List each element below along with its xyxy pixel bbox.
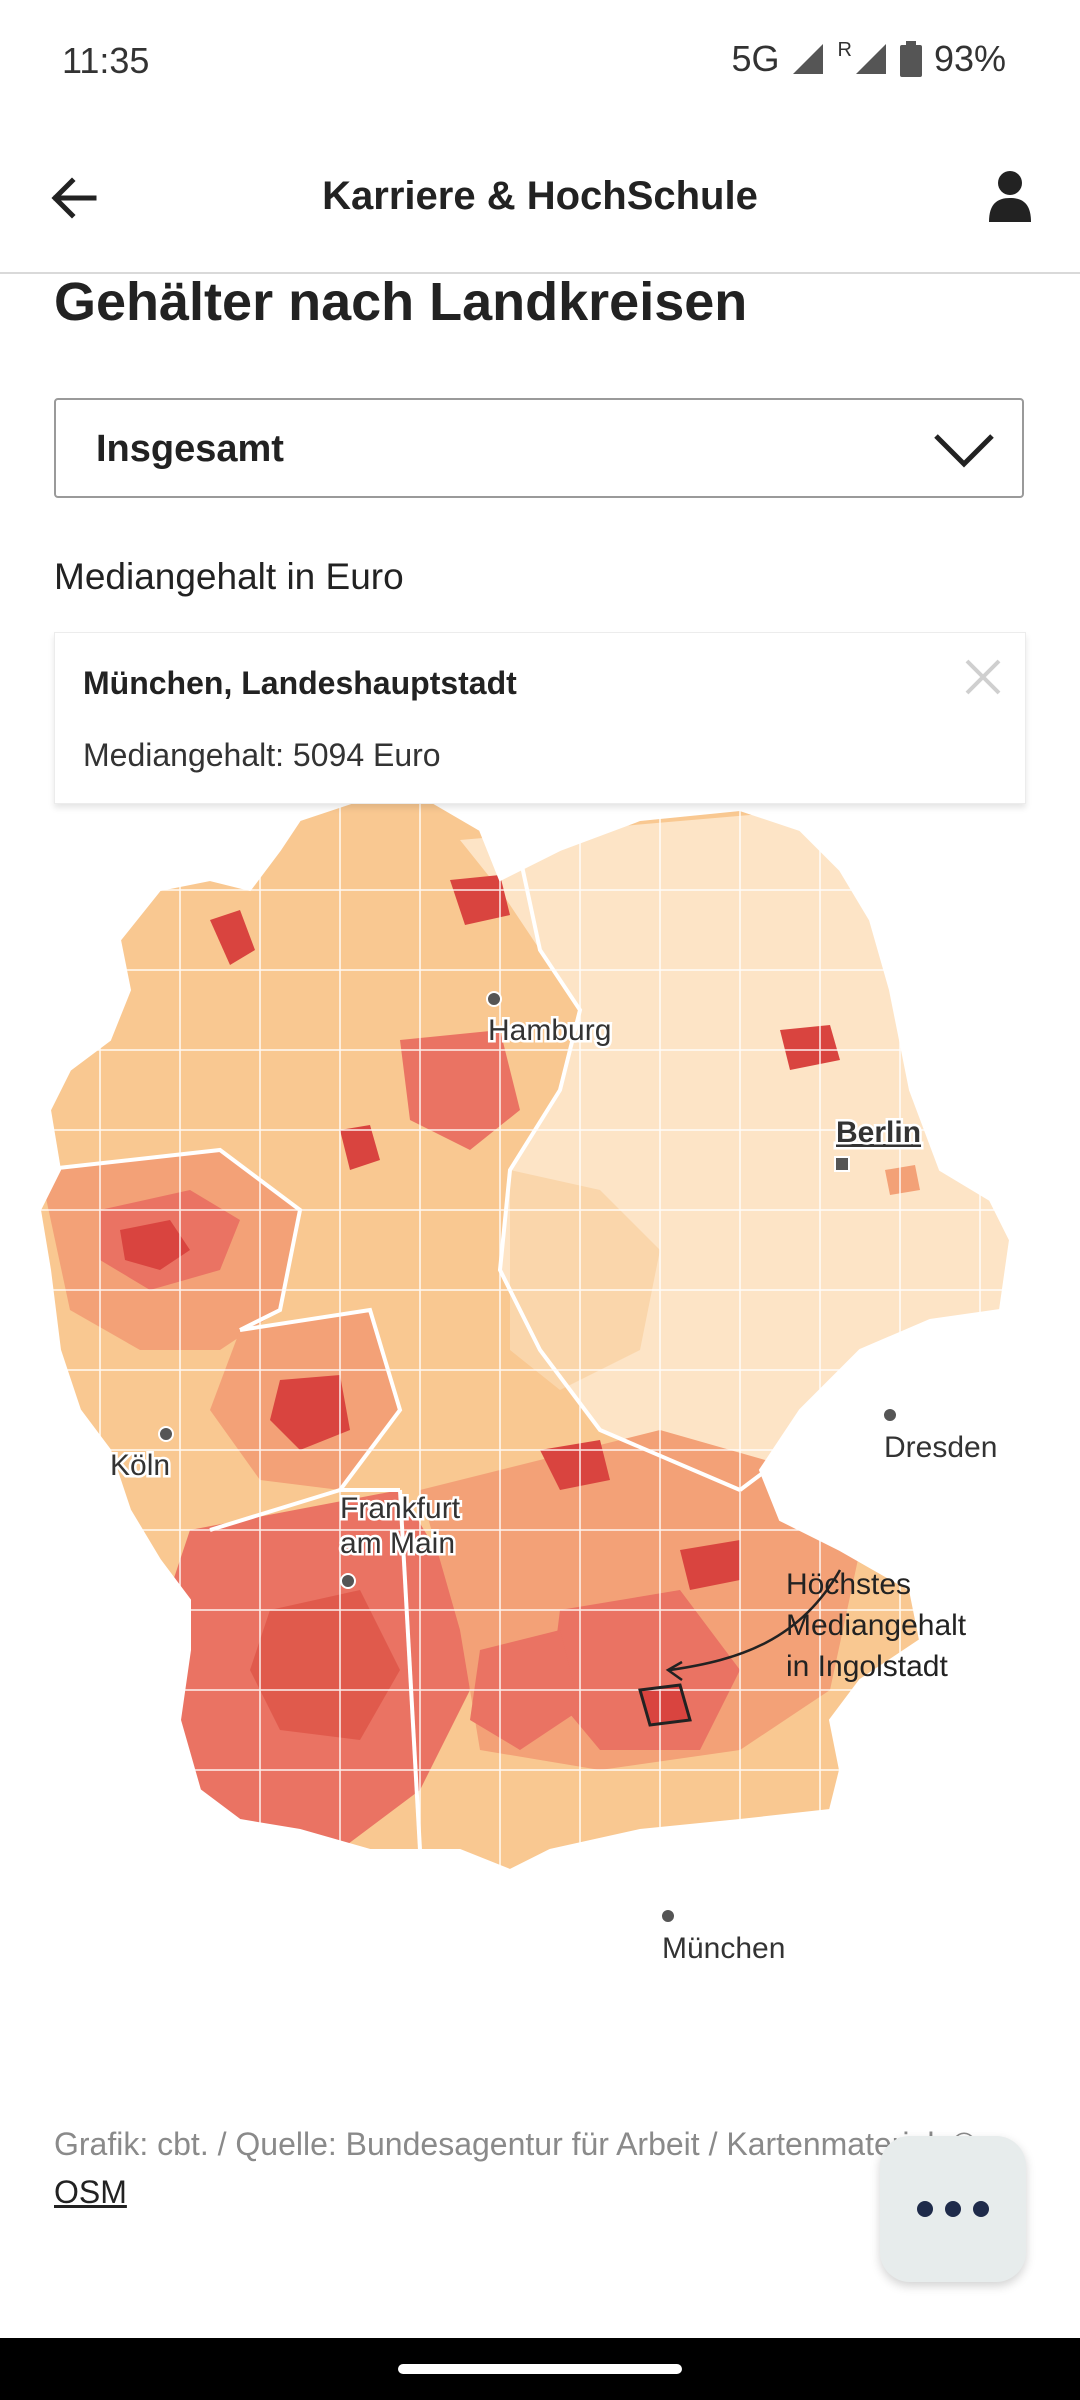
battery-level: 93% (933, 38, 1006, 79)
muenchen-marker (660, 1908, 676, 1924)
muenchen-label: München (662, 1932, 785, 1965)
category-select[interactable]: Insgesamt (54, 398, 1024, 498)
status-time: 11:35 (62, 40, 150, 81)
signal-roaming-icon (855, 44, 886, 74)
status-bar: 11:35 5G R 93% (0, 0, 1080, 128)
annotation-arrowhead (665, 1660, 683, 1682)
chevron-down-icon (934, 434, 994, 468)
more-dots-icon (917, 2201, 989, 2217)
frankfurt-label-line2: am Main (340, 1527, 455, 1560)
hamburg-marker (486, 991, 502, 1007)
annotation-line3: in Ingolstadt (786, 1650, 948, 1683)
network-type: 5G (731, 38, 780, 79)
hamburg-label: Hamburg (488, 1014, 611, 1047)
frankfurt-marker (340, 1573, 356, 1589)
map-tooltip: München, Landeshauptstadt Mediangehalt: … (54, 632, 1026, 804)
koeln-marker (158, 1426, 174, 1442)
signal-icon (793, 44, 824, 74)
dresden-label: Dresden (884, 1431, 997, 1464)
frankfurt-label-line1: Frankfurt (340, 1492, 461, 1525)
select-value: Insgesamt (96, 428, 284, 470)
app-bar: Karriere & HochSchule (0, 128, 1080, 274)
close-icon[interactable] (961, 655, 1005, 699)
tooltip-title: München, Landeshauptstadt (83, 665, 517, 701)
page-title: Karriere & HochSchule (322, 174, 758, 218)
battery-icon (899, 41, 922, 77)
selected-region-outline (638, 1683, 692, 1727)
system-nav-bar (0, 2338, 1080, 2400)
tooltip-text: Mediangehalt: 5094 Euro (83, 737, 441, 773)
annotation-line2: Mediangehalt (786, 1609, 967, 1642)
annotation-line1: Höchstes (786, 1568, 911, 1601)
germany-salary-map[interactable]: Hamburg Berlin Dresden Köln Frankfurt am… (40, 790, 1040, 2080)
roaming-indicator: R (837, 38, 852, 61)
osm-link[interactable]: OSM (54, 2174, 127, 2210)
map-subtitle: Mediangehalt in Euro (54, 556, 404, 597)
more-options-button[interactable] (880, 2136, 1026, 2282)
berlin-label: Berlin (836, 1116, 921, 1149)
map-source: Grafik: cbt. / Quelle: Bundesagentur für… (54, 2120, 994, 2216)
account-icon[interactable] (980, 166, 1040, 226)
source-text: Grafik: cbt. / Quelle: Bundesagentur für… (54, 2126, 976, 2162)
home-gesture-handle[interactable] (398, 2364, 682, 2374)
koeln-label: Köln (110, 1449, 170, 1482)
section-heading: Gehälter nach Landkreisen (54, 272, 748, 324)
map-regions (40, 793, 1012, 1872)
berlin-marker (834, 1156, 850, 1172)
back-arrow-icon[interactable] (44, 168, 104, 228)
dresden-marker (882, 1407, 898, 1423)
annotation-arrow (669, 1569, 842, 1672)
status-indicators: 5G R 93% (731, 38, 1006, 80)
